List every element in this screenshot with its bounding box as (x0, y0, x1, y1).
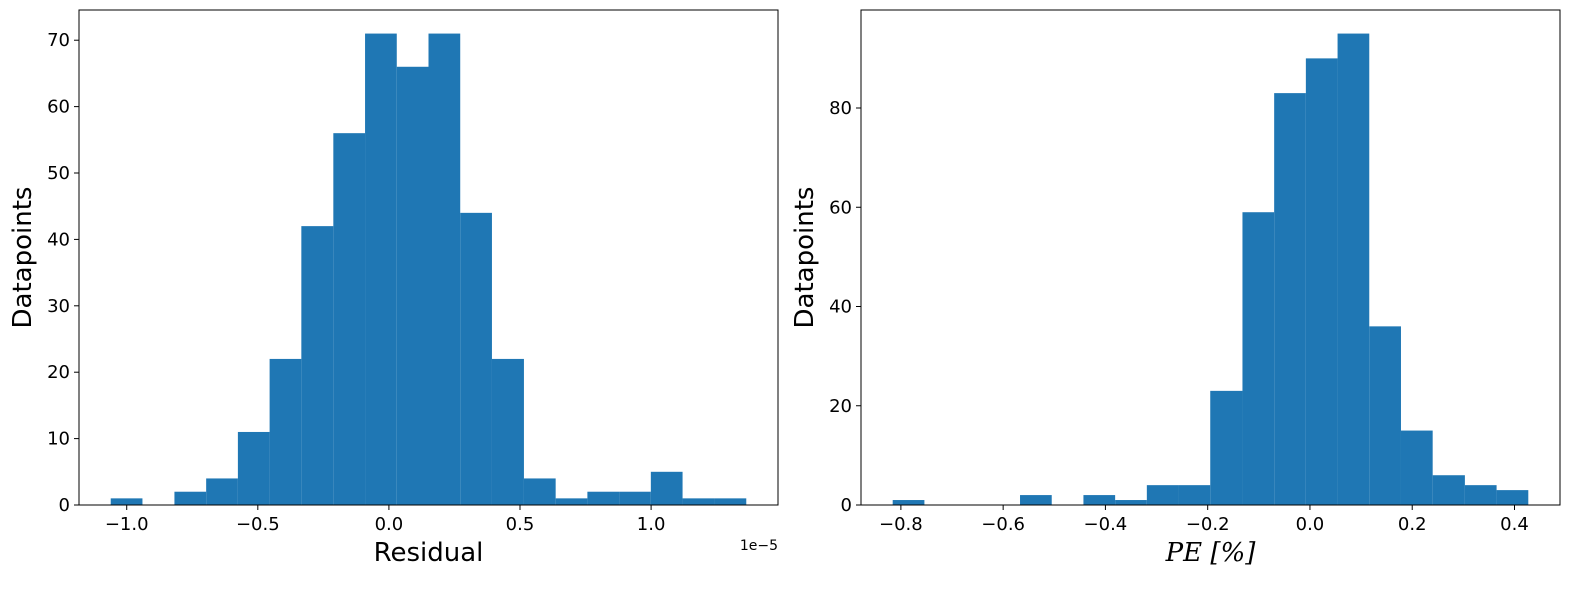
bar (1274, 93, 1306, 505)
x-tick-label: −0.5 (236, 514, 280, 535)
bar (491, 358, 524, 505)
bar (1337, 33, 1370, 505)
y-tick-label: 0 (841, 495, 852, 516)
bar (237, 431, 270, 505)
bar (333, 133, 366, 506)
bar (365, 33, 397, 505)
bar (1083, 495, 1116, 505)
bar (110, 498, 143, 505)
chart: 0 10 20 30 40 50 60 70 −1.0 −0.5 0.0 0.5 1.0 Residual… (8, 9, 779, 568)
bar (650, 471, 683, 505)
bar (1020, 495, 1052, 505)
bar (301, 226, 334, 505)
bar (174, 491, 207, 505)
bar (587, 491, 620, 505)
y-tick-label: 70 (47, 30, 70, 51)
x-axis-label: PE [%] (1165, 538, 1257, 568)
y-tick-label: 40 (47, 229, 70, 250)
y-tick-label: 0 (59, 495, 70, 516)
bar (1305, 58, 1338, 506)
y-axis-label: Datapoints (790, 187, 820, 329)
x-tick-label: 0.4 (1500, 514, 1529, 535)
axes-frame (860, 9, 1561, 506)
x-offset-label: 1e−5 (740, 538, 778, 554)
y-tick-label: 60 (829, 197, 852, 218)
x-tick-label: −0.6 (981, 514, 1025, 535)
y-tick-label: 40 (829, 297, 852, 318)
x-tick-label: −1.0 (105, 514, 149, 535)
y-tick-label: 60 (47, 97, 70, 118)
bar (428, 33, 461, 505)
y-tick-label: 10 (47, 429, 70, 450)
bar (460, 212, 492, 505)
bar (619, 491, 651, 505)
bar (714, 498, 747, 505)
bar (1464, 485, 1497, 505)
bar (1146, 485, 1179, 505)
y-tick-label: 20 (829, 396, 852, 417)
bar (396, 66, 429, 505)
bar (206, 478, 238, 505)
x-tick-label: 0.0 (375, 514, 404, 535)
bar (1400, 430, 1433, 505)
axes-frame (78, 9, 779, 506)
bar (1369, 326, 1401, 505)
bar (1115, 500, 1147, 505)
x-tick-label: 0.2 (1398, 514, 1427, 535)
bar (269, 358, 302, 505)
bar (523, 478, 556, 505)
y-tick-label: 80 (829, 98, 852, 119)
x-tick-label: −0.2 (1186, 514, 1230, 535)
y-tick-label: 50 (47, 163, 70, 184)
x-tick-label: 0.5 (506, 514, 535, 535)
y-tick-label: 30 (47, 296, 70, 317)
bar (1242, 212, 1275, 505)
bar (892, 500, 925, 505)
bar (682, 498, 715, 505)
bar (555, 498, 588, 505)
x-axis-label: Residual (374, 538, 484, 568)
bar (1432, 475, 1465, 505)
x-tick-label: −0.4 (1084, 514, 1128, 535)
x-tick-label: 1.0 (637, 514, 666, 535)
x-tick-label: 0.0 (1296, 514, 1325, 535)
bar (1210, 390, 1243, 505)
x-tick-label: −0.8 (879, 514, 923, 535)
chart: 0 20 40 60 80 −0.8 −0.6 −0.4 −0.2 0.0 0.2 0.4 PE [%]… (790, 9, 1561, 568)
bar (1496, 490, 1529, 505)
bar (1178, 485, 1211, 505)
y-tick-label: 20 (47, 362, 70, 383)
y-axis-label: Datapoints (8, 187, 38, 329)
